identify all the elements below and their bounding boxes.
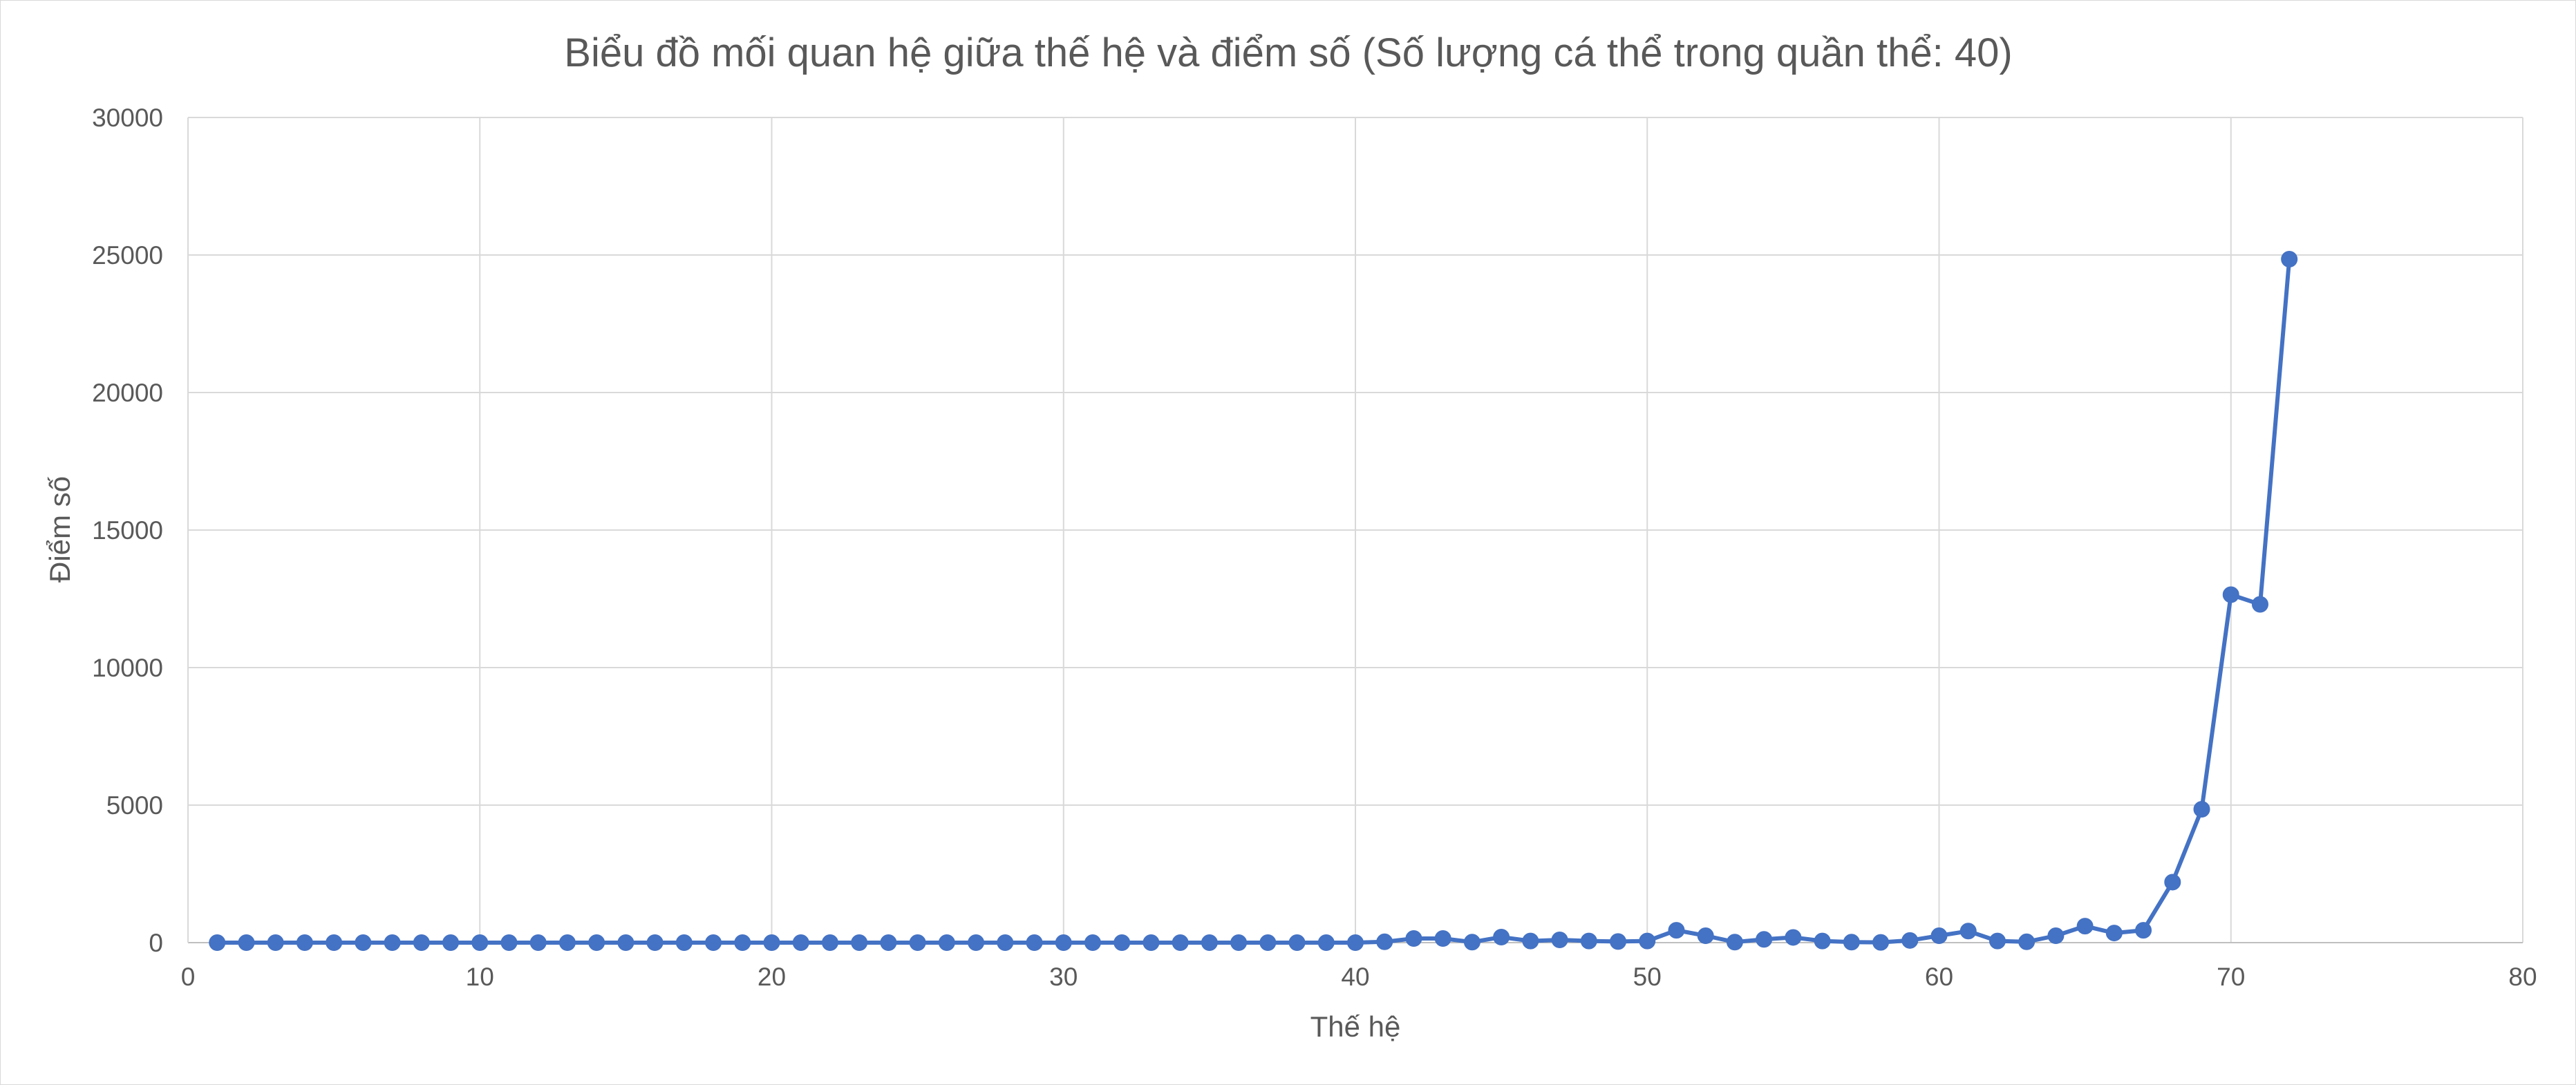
- data-point: [1493, 929, 1510, 946]
- x-tick-label: 0: [181, 963, 196, 991]
- data-point: [1317, 934, 1335, 951]
- data-point: [529, 934, 547, 951]
- data-point: [442, 934, 460, 951]
- data-point: [1843, 934, 1860, 951]
- data-point: [2281, 250, 2298, 267]
- data-point: [588, 934, 605, 951]
- x-tick-label: 80: [2508, 963, 2537, 991]
- x-tick-label: 20: [758, 963, 786, 991]
- data-point: [296, 934, 313, 951]
- data-point: [1610, 933, 1627, 950]
- data-point: [2018, 933, 2036, 950]
- data-point: [1084, 934, 1101, 951]
- data-point: [1872, 934, 1890, 951]
- data-point: [2135, 922, 2152, 939]
- data-point: [938, 934, 955, 951]
- data-point: [1668, 922, 1685, 939]
- data-point: [1463, 934, 1480, 951]
- series-group: [209, 250, 2298, 951]
- data-point: [1143, 934, 1160, 951]
- data-point: [1639, 932, 1656, 950]
- data-point: [734, 934, 751, 951]
- data-point: [2193, 800, 2210, 818]
- y-tick-label: 15000: [92, 516, 163, 545]
- data-point: [617, 934, 634, 951]
- y-tick-label: 20000: [92, 379, 163, 407]
- data-point: [821, 934, 838, 951]
- data-point: [1288, 934, 1306, 951]
- data-point: [267, 934, 284, 951]
- x-tick-label: 70: [2217, 963, 2245, 991]
- data-point: [1113, 934, 1131, 951]
- data-point: [1405, 930, 1422, 947]
- y-tick-label: 10000: [92, 654, 163, 682]
- data-point: [1259, 934, 1277, 951]
- data-point: [1726, 934, 1743, 951]
- data-point: [1756, 931, 1773, 948]
- data-point: [2222, 586, 2239, 603]
- data-point: [558, 934, 576, 951]
- data-point: [238, 934, 255, 951]
- data-point: [326, 934, 343, 951]
- data-point: [1434, 930, 1451, 947]
- data-point: [2164, 874, 2181, 891]
- y-tick-label: 0: [149, 929, 163, 957]
- data-point: [1989, 932, 2006, 950]
- x-tick-label: 30: [1049, 963, 1078, 991]
- data-point: [413, 934, 430, 951]
- data-point: [1230, 934, 1248, 951]
- data-point: [2076, 918, 2094, 935]
- data-point: [851, 934, 868, 951]
- data-point: [1785, 929, 1802, 946]
- chart-title: Biểu đồ mối quan hệ giữa thế hệ và điểm …: [564, 30, 2012, 75]
- data-point: [209, 934, 226, 951]
- data-point: [471, 934, 489, 951]
- data-point: [1026, 934, 1043, 951]
- series-line: [215, 257, 2292, 945]
- data-point: [1551, 932, 1568, 949]
- data-point: [1347, 934, 1364, 951]
- data-point: [880, 934, 897, 951]
- data-point: [2047, 927, 2065, 945]
- data-point: [355, 934, 372, 951]
- y-axis-title: Điểm số: [44, 476, 76, 583]
- y-tick-label: 25000: [92, 241, 163, 270]
- x-tick-label: 50: [1633, 963, 1662, 991]
- y-axis-tick-labels: 0 5000 10000 15000 20000 25000 30000: [92, 104, 163, 957]
- data-point: [909, 934, 926, 951]
- data-point: [1522, 932, 1539, 950]
- data-point: [1172, 934, 1189, 951]
- data-point: [384, 934, 401, 951]
- data-point: [1901, 932, 1919, 949]
- y-tick-label: 5000: [106, 791, 163, 820]
- data-point: [1814, 932, 1831, 950]
- y-tick-label: 30000: [92, 104, 163, 132]
- data-point: [2251, 596, 2268, 613]
- gridlines: [188, 117, 2523, 943]
- x-tick-label: 60: [1925, 963, 1953, 991]
- data-point: [1580, 932, 1597, 950]
- data-point: [1930, 927, 1948, 945]
- x-tick-label: 10: [466, 963, 494, 991]
- data-point: [675, 934, 693, 951]
- data-point: [968, 934, 985, 951]
- data-point: [1959, 923, 1977, 940]
- data-point: [2105, 925, 2123, 942]
- data-point: [792, 934, 809, 951]
- x-tick-label: 40: [1341, 963, 1369, 991]
- data-point: [997, 934, 1014, 951]
- data-point: [1201, 934, 1218, 951]
- data-point: [763, 934, 780, 951]
- data-point: [1376, 933, 1393, 950]
- data-point: [1055, 934, 1072, 951]
- data-point: [646, 934, 664, 951]
- x-axis-title: Thế hệ: [1310, 1010, 1401, 1043]
- x-axis-tick-labels: 0 10 20 30 40 50 60 70 80: [181, 963, 2537, 991]
- data-point: [705, 934, 722, 951]
- data-point: [1697, 927, 1714, 945]
- data-point: [500, 934, 518, 951]
